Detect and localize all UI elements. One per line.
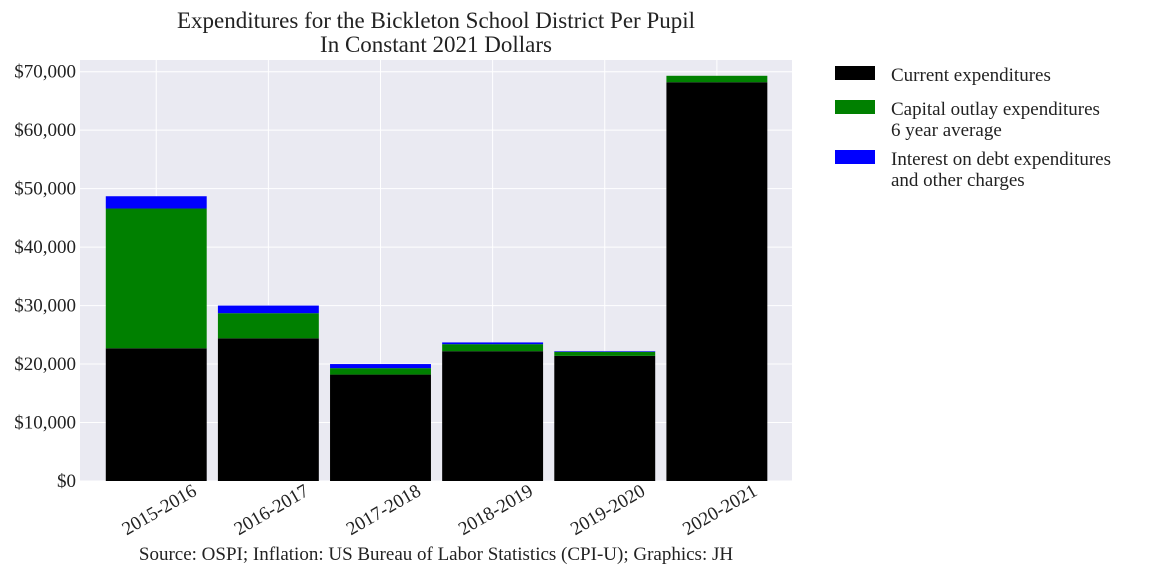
bar-segment [330,368,431,375]
bar-segment [217,338,319,481]
y-tick-label: $0 [57,471,76,492]
legend-item: Current expenditures [835,65,1051,86]
bar-segment [442,344,544,352]
y-tick-label: $20,000 [14,354,76,375]
x-tick-label: 2017-2018 [343,481,425,540]
bar-segment [105,196,207,209]
y-axis: $0 $10,000 $20,000 $30,000 $40,000 $50,000 $60… [14,62,76,492]
bar-segment [330,374,431,481]
x-axis: 2015-2016 2016-2017 2017-2018 2018-2019 2019… [119,481,761,540]
legend: Current expenditures Capital outlay expen… [835,65,1111,191]
y-tick-label: $50,000 [14,179,76,200]
bar-segment [105,208,207,349]
x-tick-label: 2018-2019 [455,481,537,540]
bars [105,75,768,481]
x-tick-label: 2016-2017 [231,481,313,540]
legend-label: and other charges [891,170,1025,191]
chart-title-line: In Constant 2021 Dollars [320,32,552,57]
y-tick-label: $10,000 [14,413,76,434]
legend-swatch [835,150,875,164]
x-tick-label: 2020-2021 [679,481,761,540]
bar-segment [554,351,656,356]
bar-segment [554,355,656,481]
legend-label: 6 year average [891,120,1002,141]
bar-segment [105,348,207,481]
bar-segment [666,75,768,83]
x-tick-label: 2019-2020 [567,481,649,540]
bar-segment [217,313,319,339]
legend-label: Interest on debt expenditures [891,149,1111,170]
y-tick-label: $60,000 [14,120,76,141]
legend-swatch [835,66,875,80]
source-note: Source: OSPI; Inflation: US Bureau of La… [139,544,733,565]
bar-segment [330,364,431,369]
chart-title-line: Expenditures for the Bickleton School Di… [177,8,695,33]
x-tick-label: 2015-2016 [119,481,201,540]
bar-segment [554,351,656,352]
chart-title: Expenditures for the Bickleton School Di… [177,8,695,57]
y-tick-label: $70,000 [14,62,76,83]
legend-swatch [835,100,875,114]
y-tick-label: $40,000 [14,237,76,258]
y-tick-label: $30,000 [14,296,76,317]
legend-label: Current expenditures [891,65,1051,86]
bar-segment [666,82,768,481]
legend-label: Capital outlay expenditures [891,99,1100,120]
bar-segment [217,305,319,314]
bar-segment [442,351,544,481]
bar-segment [442,342,544,345]
